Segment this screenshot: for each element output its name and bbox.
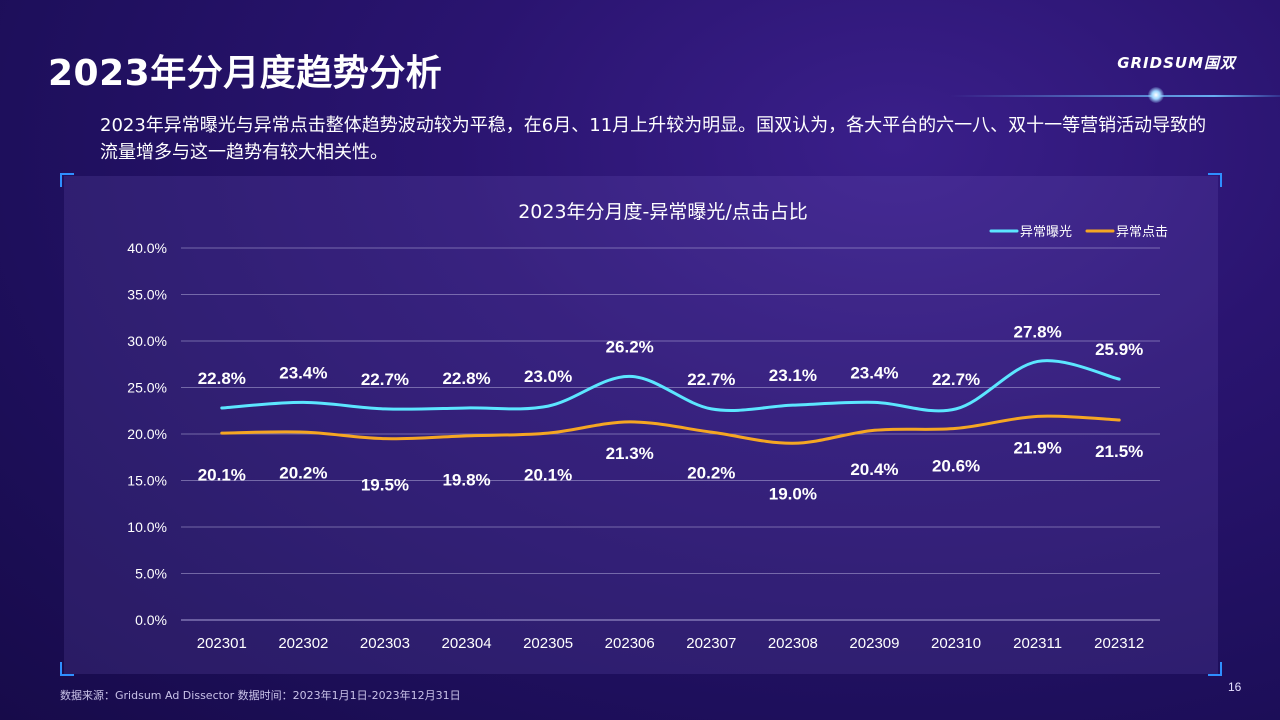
exposure-data-label: 23.4% [850, 363, 898, 382]
x-tick-label: 202302 [278, 635, 328, 652]
exposure-data-label: 23.1% [769, 366, 817, 385]
x-tick-label: 202306 [605, 635, 655, 652]
exposure-data-label: 22.8% [442, 369, 490, 388]
brand-logo: GRIDSUM国双 [1117, 54, 1236, 72]
decorative-glow-line [950, 95, 1280, 97]
x-tick-label: 202307 [686, 635, 736, 652]
panel-corner-top-right [1208, 173, 1222, 187]
click-data-label: 20.2% [687, 464, 735, 483]
click-data-label: 20.6% [932, 457, 980, 476]
exposure-data-label: 22.7% [361, 370, 409, 389]
exposure-data-label: 22.8% [198, 369, 246, 388]
click-data-label: 20.1% [198, 465, 246, 484]
click-data-label: 21.3% [606, 444, 654, 463]
x-tick-label: 202309 [849, 635, 899, 652]
click-data-label: 21.5% [1095, 442, 1143, 461]
click-data-label: 20.2% [279, 464, 327, 483]
click-data-label: 19.5% [361, 476, 409, 495]
x-tick-label: 202304 [442, 635, 492, 652]
y-tick-label: 25.0% [127, 380, 167, 396]
page-title: 2023年分月度趋势分析 [48, 53, 443, 94]
panel-corner-bottom-left [60, 662, 74, 676]
page-number: 16 [1228, 680, 1242, 694]
y-tick-label: 20.0% [127, 426, 167, 442]
y-tick-label: 35.0% [127, 287, 167, 303]
y-tick-label: 30.0% [127, 333, 167, 349]
summary-text: 2023年异常曝光与异常点击整体趋势波动较为平稳，在6月、11月上升较为明显。国… [100, 115, 1207, 163]
exposure-data-label: 22.7% [932, 370, 980, 389]
legend-label-click: 异常点击 [1116, 225, 1168, 240]
x-tick-label: 202305 [523, 635, 573, 652]
data-source-footnote: 数据来源：Gridsum Ad Dissector 数据时间：2023年1月1日… [60, 689, 461, 702]
y-tick-label: 15.0% [127, 473, 167, 489]
x-tick-label: 202312 [1094, 635, 1144, 652]
exposure-data-label: 22.7% [687, 370, 735, 389]
click-series-line [220, 414, 1121, 445]
exposure-data-label: 26.2% [606, 337, 654, 356]
legend-label-exposure: 异常曝光 [1020, 225, 1072, 240]
exposure-series-line [220, 359, 1121, 413]
click-data-label: 19.0% [769, 484, 817, 503]
click-data-label: 19.8% [442, 470, 490, 489]
x-tick-label: 202301 [197, 635, 247, 652]
x-tick-label: 202303 [360, 635, 410, 652]
exposure-data-label: 25.9% [1095, 340, 1143, 359]
chart-title: 2023年分月度-异常曝光/点击占比 [518, 201, 808, 223]
panel-corner-bottom-right [1208, 662, 1222, 676]
panel-corner-top-left [60, 173, 74, 187]
x-tick-label: 202310 [931, 635, 981, 652]
y-tick-label: 10.0% [127, 519, 167, 535]
click-data-label: 20.4% [850, 460, 898, 479]
y-tick-label: 0.0% [135, 612, 167, 628]
y-tick-label: 5.0% [135, 566, 167, 582]
chart-panel [64, 176, 1218, 674]
exposure-data-label: 27.8% [1014, 322, 1062, 341]
exposure-data-label: 23.0% [524, 367, 572, 386]
exposure-data-label: 23.4% [279, 363, 327, 382]
click-data-label: 21.9% [1014, 438, 1062, 457]
x-tick-label: 202311 [1013, 635, 1062, 652]
x-tick-label: 202308 [768, 635, 818, 652]
y-tick-label: 40.0% [127, 240, 167, 256]
click-data-label: 20.1% [524, 465, 572, 484]
decorative-glow-dot [1148, 87, 1164, 103]
